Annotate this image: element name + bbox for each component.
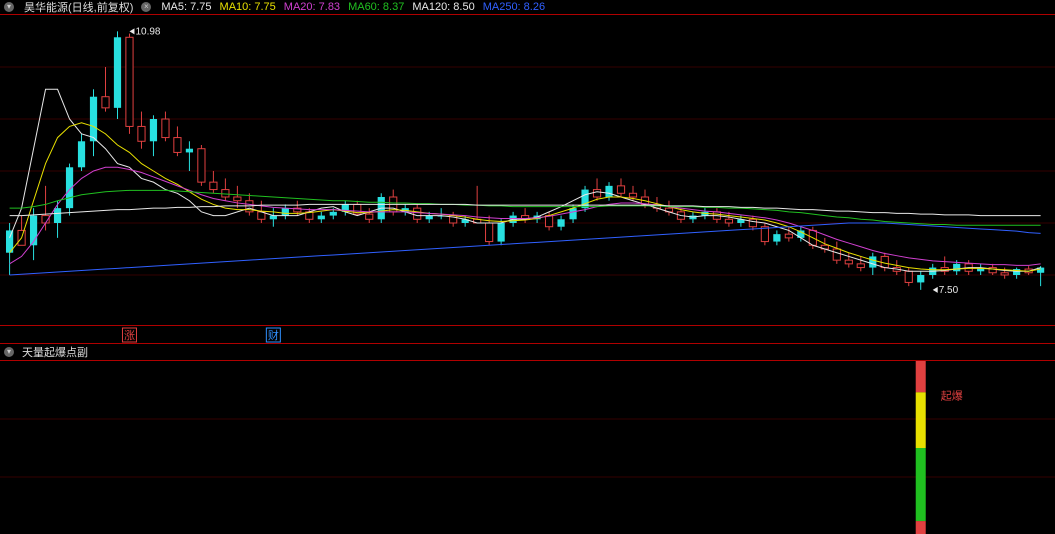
sub-indicator-chart[interactable]: 起爆 (0, 360, 1055, 534)
collapse-icon[interactable]: ▾ (4, 2, 14, 12)
indicator-signal-label: 起爆 (941, 388, 963, 402)
stock-title: 昊华能源(日线,前复权) (24, 0, 133, 15)
stock-chart-window: { "header": { "title": "昊华能源(日线,前复权)", "… (0, 0, 1055, 534)
sub-chart-header: ▾ 天量起爆点副 (0, 344, 1055, 360)
ma-legend-item: MA250: 8.26 (483, 1, 545, 13)
price-annotation: 10.98 (135, 26, 160, 37)
ma-legend-item: MA120: 8.50 (412, 1, 474, 13)
ma-legend-item: MA5: 7.75 (161, 1, 211, 13)
candlestick-chart[interactable]: 10.98 7.50 (0, 14, 1055, 326)
main-chart-header: ▾ 昊华能源(日线,前复权) × MA5: 7.75 MA10: 7.75 MA20… (0, 0, 1055, 14)
ma-legend-item: MA60: 8.37 (348, 1, 404, 13)
event-marker-row: 涨财 (0, 326, 1055, 344)
collapse-icon[interactable]: ▾ (4, 347, 14, 357)
ma-legend: MA5: 7.75 MA10: 7.75 MA20: 7.83 MA60: 8.37 M… (161, 1, 553, 13)
price-annotation: 7.50 (939, 285, 959, 296)
ma-legend-item: MA20: 7.83 (284, 1, 340, 13)
event-marker[interactable]: 财 (268, 328, 279, 342)
ma-legend-item: MA10: 7.75 (220, 1, 276, 13)
sub-indicator-title: 天量起爆点副 (22, 344, 88, 360)
event-marker[interactable]: 涨 (124, 329, 135, 342)
close-icon[interactable]: × (141, 2, 151, 12)
